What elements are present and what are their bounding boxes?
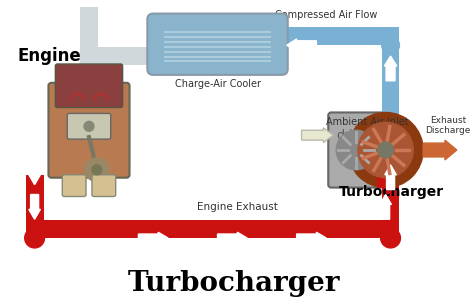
FancyBboxPatch shape	[377, 158, 394, 188]
FancyBboxPatch shape	[381, 138, 383, 162]
FancyArrow shape	[297, 232, 326, 244]
FancyBboxPatch shape	[92, 175, 116, 196]
Circle shape	[378, 142, 393, 158]
FancyBboxPatch shape	[147, 14, 288, 75]
FancyBboxPatch shape	[382, 27, 400, 149]
Circle shape	[382, 36, 400, 54]
Text: Engine: Engine	[18, 47, 82, 65]
FancyArrow shape	[301, 128, 333, 143]
FancyBboxPatch shape	[277, 32, 282, 50]
Circle shape	[336, 130, 376, 170]
FancyBboxPatch shape	[382, 129, 400, 238]
FancyArrow shape	[385, 165, 396, 190]
Text: Exhaust
Discharge: Exhaust Discharge	[425, 116, 471, 135]
FancyArrow shape	[380, 195, 392, 219]
Circle shape	[92, 165, 102, 175]
FancyBboxPatch shape	[67, 113, 111, 139]
Text: Turbocharger: Turbocharger	[339, 185, 444, 199]
FancyBboxPatch shape	[26, 175, 44, 229]
FancyBboxPatch shape	[328, 112, 383, 188]
Text: Turbocharger: Turbocharger	[128, 270, 341, 297]
FancyBboxPatch shape	[80, 7, 98, 61]
FancyBboxPatch shape	[277, 27, 400, 45]
Circle shape	[348, 112, 423, 188]
FancyBboxPatch shape	[48, 83, 129, 178]
FancyBboxPatch shape	[26, 220, 400, 238]
FancyBboxPatch shape	[80, 56, 98, 86]
FancyBboxPatch shape	[55, 64, 123, 108]
Circle shape	[80, 56, 98, 74]
Circle shape	[358, 122, 413, 178]
Text: Compressed Air Flow: Compressed Air Flow	[275, 10, 377, 20]
Circle shape	[85, 158, 109, 182]
FancyBboxPatch shape	[80, 47, 153, 65]
Circle shape	[25, 228, 45, 248]
FancyArrow shape	[287, 39, 317, 51]
FancyArrow shape	[29, 195, 40, 219]
Text: driven: driven	[336, 129, 376, 142]
FancyBboxPatch shape	[80, 41, 98, 54]
Text: Ambient Air Inlet: Ambient Air Inlet	[326, 117, 409, 127]
FancyArrow shape	[29, 160, 40, 185]
Circle shape	[84, 121, 94, 131]
FancyArrow shape	[423, 140, 457, 160]
FancyBboxPatch shape	[62, 175, 86, 196]
FancyArrow shape	[138, 232, 168, 244]
Circle shape	[381, 228, 401, 248]
FancyArrow shape	[384, 56, 397, 81]
Text: Charge-Air Cooler: Charge-Air Cooler	[174, 79, 261, 89]
Text: Engine Exhaust: Engine Exhaust	[197, 202, 278, 212]
FancyArrow shape	[218, 232, 247, 244]
